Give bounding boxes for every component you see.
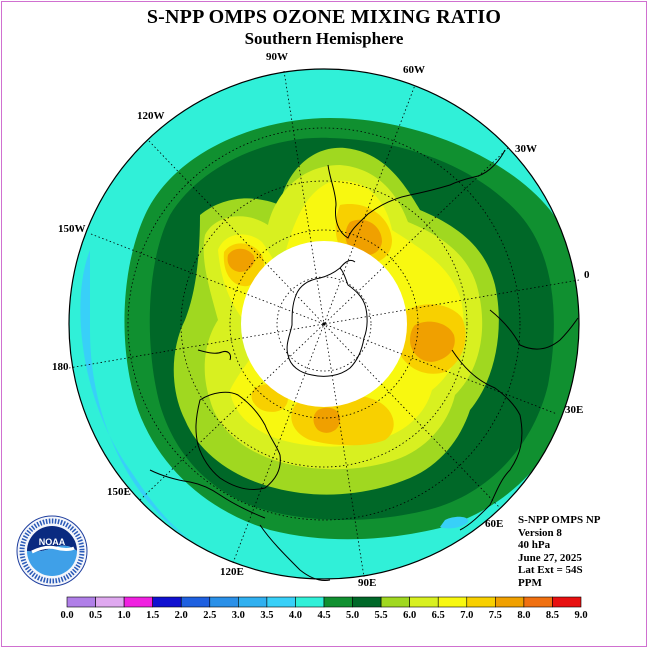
colorbar-swatch bbox=[152, 596, 182, 608]
lon-label-60e: 60E bbox=[485, 518, 503, 530]
colorbar-swatch bbox=[209, 596, 239, 608]
colorbar-tick-label: 3.5 bbox=[260, 610, 273, 621]
colorbar-swatch bbox=[123, 596, 153, 608]
lon-label-90e: 90E bbox=[358, 577, 376, 589]
colorbar-tick-label: 2.0 bbox=[175, 610, 188, 621]
colorbar-swatch bbox=[495, 596, 525, 608]
meridian-30e-150w bbox=[90, 233, 558, 415]
lon-label-150w: 150W bbox=[58, 223, 86, 235]
colorbar-tick-label: 0.0 bbox=[60, 610, 73, 621]
lon-label-150e: 150E bbox=[107, 486, 131, 498]
info-units: PPM bbox=[518, 576, 542, 589]
colorbar-swatch bbox=[437, 596, 468, 608]
antarctica-outline bbox=[286, 267, 368, 377]
band-7-5-america bbox=[345, 219, 382, 256]
colorbar-tick-label: 0.5 bbox=[89, 610, 102, 621]
colorbar-tick-label: 4.0 bbox=[289, 610, 302, 621]
colorbar-swatch bbox=[323, 596, 353, 608]
colorbar-tick-label: 9.0 bbox=[574, 610, 587, 621]
meridian-150e-30w bbox=[139, 147, 509, 501]
colorbar-swatch bbox=[380, 596, 410, 608]
band-3-5-south-patch bbox=[440, 516, 469, 529]
info-date: June 27, 2025 bbox=[518, 551, 582, 564]
australia-outline bbox=[195, 391, 281, 491]
colorbar-swatch bbox=[266, 596, 296, 608]
colorbar-swatch bbox=[552, 596, 582, 608]
colorbar-swatch bbox=[295, 596, 325, 608]
lon-label-30e: 30E bbox=[565, 404, 583, 416]
lon-label-30w: 30W bbox=[515, 143, 537, 155]
band-3-5-east-patch bbox=[80, 250, 190, 540]
colorbar-swatch bbox=[95, 596, 125, 608]
africa-outline bbox=[489, 309, 579, 350]
coastlines bbox=[149, 149, 579, 581]
map-subtitle: Southern Hemisphere bbox=[244, 29, 404, 48]
lat-circle-60 bbox=[180, 180, 468, 468]
asia-outline bbox=[259, 524, 331, 581]
lat-circle-70 bbox=[229, 229, 419, 419]
indonesia-outline bbox=[149, 469, 266, 519]
lat-circle-50 bbox=[127, 127, 521, 521]
colorbar-tick-label: 6.0 bbox=[403, 610, 416, 621]
colorbar-swatch bbox=[409, 596, 439, 608]
lon-label-120w: 120W bbox=[137, 110, 165, 122]
noaa-logo-text: NOAA bbox=[39, 537, 66, 547]
south-america-outline bbox=[327, 149, 506, 239]
colorbar-tick-label: 8.0 bbox=[517, 610, 530, 621]
band-7-5-pacific bbox=[227, 248, 255, 272]
colorbar-tick-label: 2.5 bbox=[203, 610, 216, 621]
info-version: Version 8 bbox=[518, 526, 562, 539]
noaa-logo: NOAA bbox=[16, 515, 88, 587]
lon-label-0: 0 bbox=[584, 269, 590, 281]
lon-label-60w: 60W bbox=[403, 64, 425, 76]
colorbar-tick-label: 5.5 bbox=[375, 610, 388, 621]
colorbar: 0.0 0.5 1.0 1.5 2.0 2.5 3.0 3.5 4.0 4.5 5.0 5.5 6.0 6… bbox=[60, 596, 588, 621]
colorbar-tick-label: 7.5 bbox=[489, 610, 502, 621]
colorbar-swatch bbox=[180, 596, 211, 608]
new-zealand-outline bbox=[197, 349, 231, 361]
info-block: S-NPP OMPS NP Version 8 40 hPa June 27, … bbox=[518, 514, 601, 589]
colorbar-tick-label: 6.5 bbox=[432, 610, 445, 621]
colorbar-tick-label: 1.5 bbox=[146, 610, 159, 621]
africa-coast-2 bbox=[451, 349, 523, 531]
colorbar-tick-label: 1.0 bbox=[118, 610, 131, 621]
colorbar-tick-label: 8.5 bbox=[546, 610, 559, 621]
antarctic-peninsula-outline bbox=[339, 259, 356, 269]
info-lat-extent: Lat Ext = 54S bbox=[518, 564, 583, 576]
colorbar-swatch bbox=[66, 596, 96, 608]
colorbar-tick-label: 4.5 bbox=[317, 610, 330, 621]
colorbar-swatch bbox=[238, 596, 268, 608]
colorbar-tick-label: 3.0 bbox=[232, 610, 245, 621]
band-7-5-indian bbox=[313, 407, 341, 433]
lon-label-120e: 120E bbox=[220, 566, 244, 578]
band-7-5-atlantic bbox=[410, 321, 455, 362]
map-title: S-NPP OMPS OZONE MIXING RATIO bbox=[146, 6, 502, 28]
lon-label-90w: 90W bbox=[266, 51, 288, 63]
colorbar-tick-label: 5.0 bbox=[346, 610, 359, 621]
colorbar-swatch bbox=[352, 596, 382, 608]
south-pole-marker bbox=[322, 322, 326, 326]
info-level: 40 hPa bbox=[518, 539, 551, 551]
lat-circle-80 bbox=[276, 276, 372, 372]
meridian-120e-60w bbox=[232, 84, 416, 564]
longitude-labels: 90W 60W 30W 0 30E 60E 90E 120E 150E 180 … bbox=[52, 51, 590, 589]
lon-label-180: 180 bbox=[52, 361, 69, 373]
colorbar-tick-label: 7.0 bbox=[460, 610, 473, 621]
colorbar-swatch bbox=[466, 596, 496, 608]
map-boundary bbox=[68, 68, 580, 580]
colorbar-swatch bbox=[523, 596, 553, 608]
info-instrument: S-NPP OMPS NP bbox=[518, 514, 601, 526]
